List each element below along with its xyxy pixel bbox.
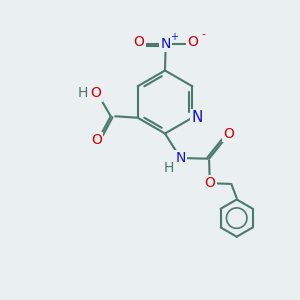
Text: -: - xyxy=(202,29,206,40)
Text: O: O xyxy=(187,35,198,49)
Text: O: O xyxy=(91,133,102,147)
Text: N: N xyxy=(192,110,203,125)
Text: O: O xyxy=(224,127,234,141)
Text: N: N xyxy=(176,151,186,165)
Text: O: O xyxy=(90,86,101,100)
Text: O: O xyxy=(134,35,144,49)
Text: +: + xyxy=(170,32,178,42)
Text: H: H xyxy=(78,86,88,100)
Text: N: N xyxy=(160,37,171,50)
Text: O: O xyxy=(204,176,215,190)
Text: H: H xyxy=(164,161,174,175)
